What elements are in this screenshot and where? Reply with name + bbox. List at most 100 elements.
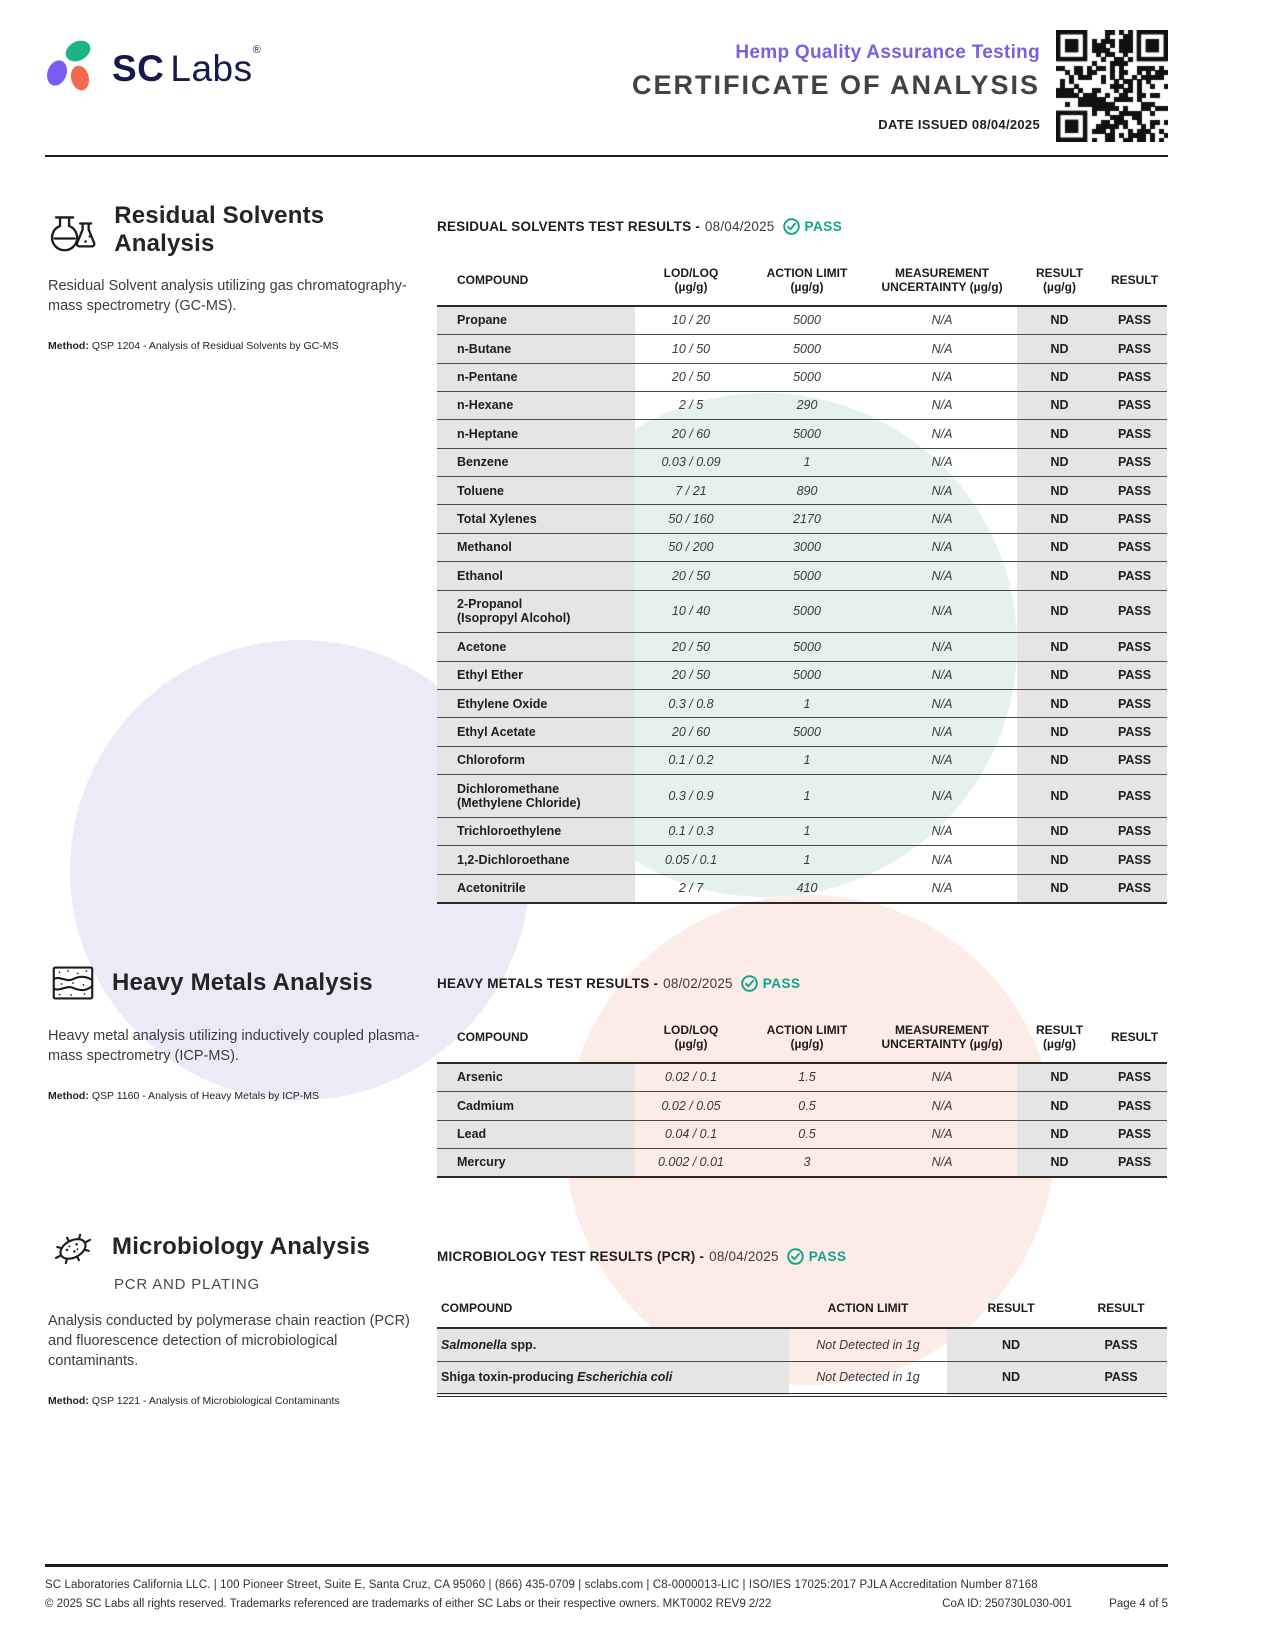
- col-uncertainty: MEASUREMENT UNCERTAINTY (µg/g): [881, 1023, 1003, 1052]
- compound-cell: Total Xylenes: [437, 504, 635, 534]
- result-cell: ND: [947, 1327, 1075, 1362]
- table-row: Toluene 7 / 21 890 N/A ND PASS: [437, 476, 1167, 505]
- result-cell: ND: [1017, 304, 1102, 335]
- uncertainty-cell: N/A: [867, 334, 1017, 364]
- lodloq-cell: 0.002 / 0.01: [635, 1147, 747, 1178]
- logo-labs: Labs: [170, 48, 253, 89]
- qr-code: [1056, 30, 1168, 142]
- microbiology-results: MICROBIOLOGY TEST RESULTS (PCR) - 08/04/…: [437, 1248, 1167, 1398]
- result-cell: ND: [1017, 1147, 1102, 1178]
- table-row: Ethyl Acetate 20 / 60 5000 N/A ND PASS: [437, 717, 1167, 747]
- results-title: HEAVY METALS TEST RESULTS -: [437, 976, 659, 991]
- table-row: Arsenic 0.02 / 0.1 1.5 N/A ND PASS: [437, 1061, 1167, 1092]
- flask-icon: [50, 216, 96, 252]
- table-row: Salmonella spp. Not Detected in 1g ND PASS: [437, 1327, 1167, 1362]
- col-lodloq: LOD/LOQ (µg/g): [663, 1023, 719, 1052]
- compound-cell: Ethyl Ether: [437, 660, 635, 690]
- compound-cell: Acetone: [437, 632, 635, 662]
- action-limit-cell: 1: [747, 689, 867, 718]
- result-cell: ND: [1017, 1061, 1102, 1092]
- compound-cell: Salmonella spp.: [437, 1327, 789, 1362]
- action-limit-cell: 1: [747, 447, 867, 477]
- table-row: 1,2-Dichloroethane 0.05 / 0.1 1 N/A ND PASS: [437, 845, 1167, 875]
- table-row: Lead 0.04 / 0.1 0.5 N/A ND PASS: [437, 1119, 1167, 1149]
- sc-labs-logo-icon: [47, 40, 91, 91]
- col-result-value: RESULT: [987, 1301, 1035, 1315]
- status-cell: PASS: [1102, 504, 1167, 534]
- residual-solvents-results: RESIDUAL SOLVENTS TEST RESULTS - 08/04/2…: [437, 218, 1167, 905]
- results-heading: HEAVY METALS TEST RESULTS - 08/02/2025 P…: [437, 975, 1167, 992]
- status-cell: PASS: [1102, 419, 1167, 449]
- lodloq-cell: 0.05 / 0.1: [635, 845, 747, 875]
- header-text-block: Hemp Quality Assurance Testing CERTIFICA…: [632, 42, 1040, 132]
- lodloq-cell: 7 / 21: [635, 476, 747, 505]
- section-description: Heavy metal analysis utilizing inductive…: [48, 1028, 420, 1064]
- pass-label: PASS: [808, 1249, 847, 1264]
- action-limit-cell: 1: [747, 774, 867, 818]
- compound-cell: Toluene: [437, 476, 635, 505]
- table-row: Ethylene Oxide 0.3 / 0.8 1 N/A ND PASS: [437, 689, 1167, 718]
- compound-cell: Lead: [437, 1119, 635, 1149]
- table-header-row: COMPOUND ACTION LIMIT RESULT RESULT: [437, 1291, 1167, 1328]
- lodloq-cell: 0.1 / 0.2: [635, 745, 747, 775]
- compound-cell: n-Hexane: [437, 390, 635, 420]
- sc-labs-logo: SC Labs®: [44, 38, 261, 96]
- check-circle-icon: [782, 218, 800, 235]
- table-row: Propane 10 / 20 5000 N/A ND PASS: [437, 304, 1167, 335]
- action-limit-cell: 1: [747, 816, 867, 846]
- action-limit-cell: 410: [747, 873, 867, 904]
- check-circle-icon: [740, 975, 758, 992]
- uncertainty-cell: N/A: [867, 774, 1017, 818]
- footer-divider: [45, 1564, 1168, 1567]
- compound-cell: n-Heptane: [437, 419, 635, 449]
- compound-cell: Methanol: [437, 532, 635, 562]
- residual-solvents-table: COMPOUND LOD/LOQ (µg/g) ACTION LIMIT (µg/g…: [437, 257, 1167, 905]
- result-cell: ND: [1017, 362, 1102, 392]
- table-row: Benzene 0.03 / 0.09 1 N/A ND PASS: [437, 447, 1167, 477]
- uncertainty-cell: N/A: [867, 390, 1017, 420]
- col-result-value: RESULT (µg/g): [1035, 266, 1084, 295]
- action-limit-cell: 5000: [747, 717, 867, 747]
- table-row: Ethanol 20 / 50 5000 N/A ND PASS: [437, 561, 1167, 591]
- compound-cell: Ethylene Oxide: [437, 689, 635, 718]
- registered-mark: ®: [252, 44, 262, 56]
- compound-cell: Chloroform: [437, 745, 635, 775]
- table-row: n-Pentane 20 / 50 5000 N/A ND PASS: [437, 362, 1167, 392]
- compound-cell: Trichloroethylene: [437, 816, 635, 846]
- table-row: n-Butane 10 / 50 5000 N/A ND PASS: [437, 334, 1167, 364]
- results-heading: MICROBIOLOGY TEST RESULTS (PCR) - 08/04/…: [437, 1248, 1167, 1265]
- lodloq-cell: 20 / 60: [635, 419, 747, 449]
- lodloq-cell: 0.03 / 0.09: [635, 447, 747, 477]
- result-cell: ND: [1017, 419, 1102, 449]
- status-cell: PASS: [1102, 532, 1167, 562]
- microbiology-section-info: Microbiology Analysis PCR AND PLATING An…: [48, 1222, 420, 1407]
- result-cell: ND: [947, 1360, 1075, 1396]
- status-cell: PASS: [1102, 334, 1167, 364]
- lodloq-cell: 10 / 50: [635, 334, 747, 364]
- results-date: 08/04/2025: [709, 1249, 779, 1264]
- action-limit-cell: 5000: [747, 660, 867, 690]
- lodloq-cell: 0.3 / 0.9: [635, 774, 747, 818]
- action-limit-cell: 5000: [747, 419, 867, 449]
- col-lodloq: LOD/LOQ (µg/g): [663, 266, 719, 295]
- lodloq-cell: 0.02 / 0.1: [635, 1061, 747, 1092]
- lodloq-cell: 20 / 60: [635, 717, 747, 747]
- results-title: MICROBIOLOGY TEST RESULTS (PCR) -: [437, 1249, 705, 1264]
- compound-cell: n-Pentane: [437, 362, 635, 392]
- heavy-metals-section-info: Heavy Metals Analysis Heavy metal analys…: [48, 958, 420, 1102]
- table-row: Acetonitrile 2 / 7 410 N/A ND PASS: [437, 873, 1167, 904]
- table-row: Methanol 50 / 200 3000 N/A ND PASS: [437, 532, 1167, 562]
- page-footer: SC Laboratories California LLC. | 100 Pi…: [45, 1564, 1168, 1610]
- status-cell: PASS: [1102, 845, 1167, 875]
- section-method: Method: QSP 1204 - Analysis of Residual S…: [48, 340, 339, 352]
- date-issued: DATE ISSUED 08/04/2025: [878, 117, 1040, 132]
- result-cell: ND: [1017, 476, 1102, 505]
- table-row: n-Heptane 20 / 60 5000 N/A ND PASS: [437, 419, 1167, 449]
- status-cell: PASS: [1102, 589, 1167, 633]
- results-title: RESIDUAL SOLVENTS TEST RESULTS -: [437, 219, 700, 234]
- results-date: 08/02/2025: [663, 976, 733, 991]
- action-limit-cell: 5000: [747, 589, 867, 633]
- status-cell: PASS: [1102, 660, 1167, 690]
- logo-sc: SC: [112, 48, 165, 89]
- status-cell: PASS: [1102, 689, 1167, 718]
